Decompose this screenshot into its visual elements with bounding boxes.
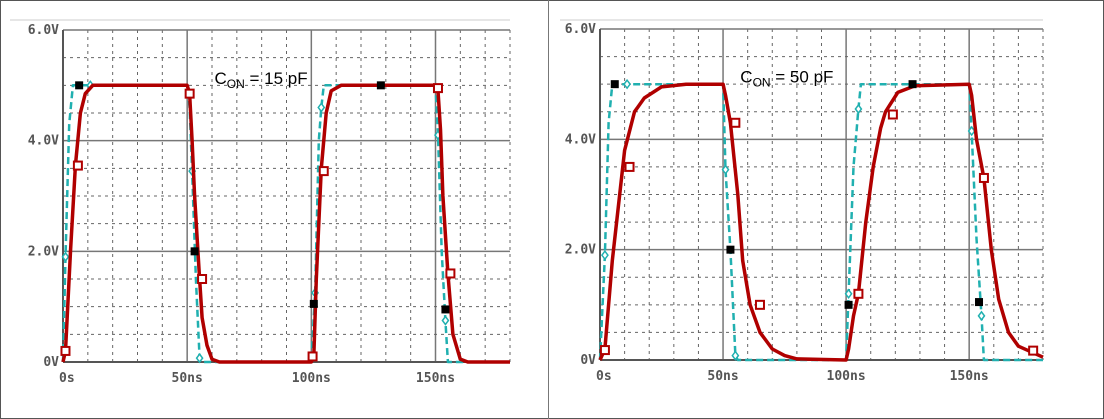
panel-separator	[548, 0, 549, 419]
data-point-filled-square	[441, 305, 450, 314]
x-tick-label: 150ns	[416, 371, 455, 386]
data-point-diamond	[600, 249, 609, 261]
data-point-diamond	[195, 352, 204, 364]
data-point-filled-square	[975, 298, 984, 307]
chart-panel-1: 0s 50ns 100ns 150ns 0V 2.0V 4.0V 6.0V CON = 15 p…	[28, 23, 511, 386]
y-tick-label: 6.0V	[28, 23, 59, 38]
data-point-filled-square	[75, 81, 84, 90]
chart-panel-2: 0s 50ns 100ns 150ns 0V 2.0V 4.0V 6.0V CON = 50 p…	[565, 22, 1044, 384]
y-tick-label: 6.0V	[565, 22, 596, 37]
data-point-diamond	[721, 164, 730, 175]
data-point-square	[432, 83, 443, 94]
series-line-2	[598, 82, 1044, 362]
data-point-square	[754, 299, 765, 310]
y-tick-label: 0V	[580, 353, 596, 368]
data-point-square	[599, 345, 610, 356]
x-tick-label: 150ns	[950, 369, 989, 384]
x-tick-label: 0s	[59, 371, 75, 386]
x-tick-label: 0s	[596, 369, 612, 384]
data-point-square	[853, 288, 864, 299]
data-point-filled-square	[726, 245, 735, 254]
data-point-filled-square	[376, 81, 385, 90]
annotation-label: CON = 50 pF	[740, 68, 833, 90]
data-point-square	[624, 161, 635, 172]
data-point-square	[197, 274, 208, 284]
data-point-filled-square	[610, 80, 619, 89]
x-tick-label: 50ns	[172, 371, 203, 386]
annotation-label: CON = 15 pF	[214, 69, 307, 91]
data-point-filled-square	[844, 300, 853, 309]
x-tick-label: 100ns	[292, 371, 331, 386]
data-point-square	[445, 268, 456, 279]
y-tick-label: 2.0V	[28, 244, 59, 259]
data-point-square	[72, 160, 83, 171]
y-tick-label: 4.0V	[28, 134, 59, 149]
data-point-filled-square	[309, 299, 318, 308]
data-point-square	[60, 345, 71, 356]
data-point-square	[730, 117, 741, 128]
y-tick-label: 4.0V	[565, 132, 596, 147]
data-point-filled-square	[908, 80, 917, 89]
data-point-square	[307, 351, 318, 362]
data-point-diamond	[317, 102, 326, 113]
data-point-filled-square	[190, 247, 199, 256]
data-point-diamond	[977, 310, 986, 322]
series-line-2	[61, 83, 510, 364]
data-point-square	[184, 88, 195, 99]
data-point-square	[887, 109, 898, 120]
data-point-square	[318, 166, 329, 177]
data-point-diamond	[61, 251, 70, 263]
data-point-diamond	[441, 315, 450, 326]
y-tick-label: 2.0V	[565, 243, 596, 258]
x-tick-label: 100ns	[827, 369, 866, 384]
x-tick-label: 50ns	[707, 369, 738, 384]
data-point-square	[978, 172, 989, 183]
data-point-diamond	[623, 78, 632, 90]
series-line-1	[598, 82, 1043, 362]
y-tick-label: 0V	[43, 355, 59, 370]
data-point-diamond	[967, 125, 976, 137]
data-point-diamond	[844, 288, 853, 300]
data-point-diamond	[854, 103, 863, 115]
data-point-diamond	[731, 350, 740, 361]
data-point-square	[1028, 345, 1039, 356]
